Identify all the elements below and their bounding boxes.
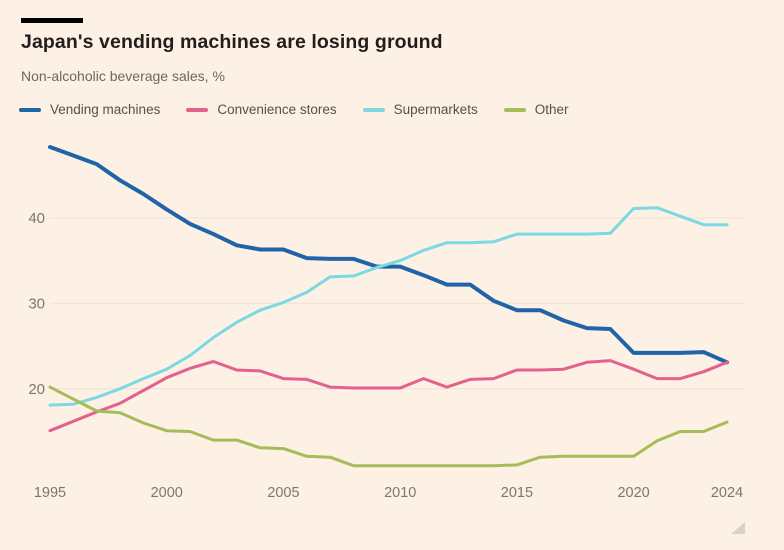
series-line-supermarkets	[48, 206, 729, 407]
legend-item-other: Other	[503, 102, 569, 117]
legend: Vending machines Convenience stores Supe…	[19, 102, 568, 117]
legend-swatch-convenience-stores-icon	[186, 107, 209, 112]
x-axis-tick-label: 2020	[617, 485, 649, 501]
legend-swatch-vending-machines-icon	[19, 107, 41, 112]
y-axis-tick-label: 30	[28, 295, 45, 312]
x-axis-tick-label: 2015	[501, 485, 533, 501]
legend-item-supermarkets: Supermarkets	[362, 102, 478, 117]
x-axis-tick-label: 2005	[267, 485, 299, 501]
legend-label: Convenience stores	[217, 102, 337, 117]
series-line-convenience-stores	[48, 359, 729, 433]
legend-label: Supermarkets	[393, 102, 478, 117]
series-line-vending-machines	[48, 145, 729, 365]
accent-bar	[21, 18, 83, 23]
legend-item-convenience-stores: Convenience stores	[186, 102, 337, 117]
legend-swatch-other-icon	[503, 107, 526, 112]
legend-label: Other	[534, 102, 569, 117]
legend-swatch-supermarkets-icon	[362, 107, 385, 112]
legend-label: Vending machines	[50, 102, 161, 117]
legend-item-vending-machines: Vending machines	[19, 102, 160, 117]
chart-title: Japan's vending machines are losing grou…	[21, 31, 443, 53]
x-axis-tick-label: 1995	[34, 485, 66, 501]
y-axis-tick-label: 20	[28, 381, 45, 398]
series-line-other	[48, 385, 729, 468]
y-axis-tick-label: 40	[28, 210, 45, 227]
corner-triangle-icon	[731, 522, 745, 534]
x-axis-tick-label: 2024	[711, 485, 743, 501]
chart-subtitle: Non-alcoholic beverage sales, %	[21, 68, 225, 84]
x-axis-tick-label: 2000	[151, 485, 183, 501]
x-axis-tick-label: 2010	[384, 485, 416, 501]
